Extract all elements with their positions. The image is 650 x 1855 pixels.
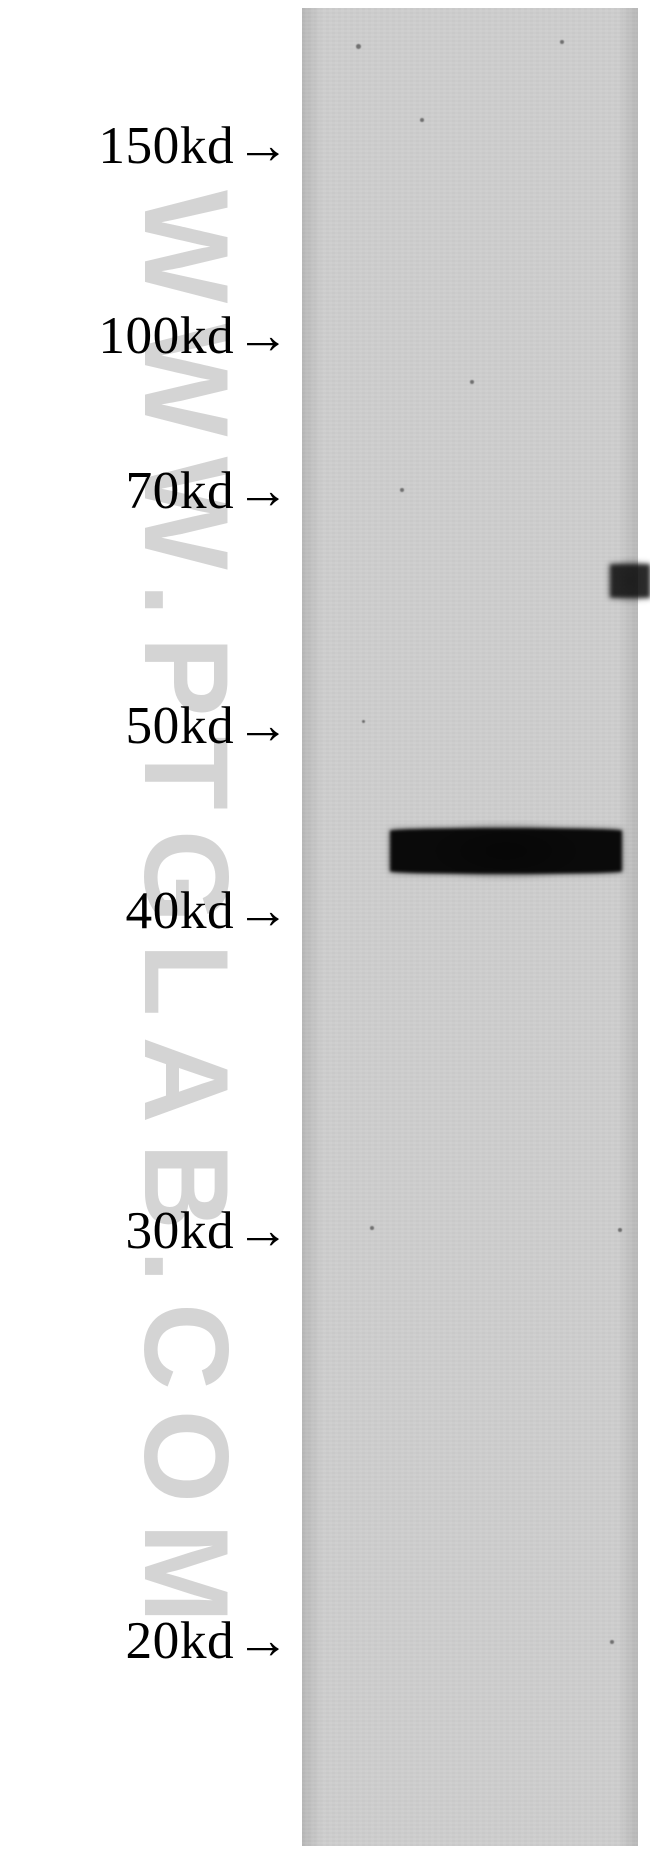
mw-marker-text: 100kd — [98, 305, 234, 365]
mw-marker-label: 40kd→ — [0, 879, 290, 941]
artefact-speck — [356, 44, 361, 49]
artefact-speck — [560, 40, 564, 44]
artefact-speck — [400, 488, 404, 492]
mw-marker-text: 150kd — [98, 115, 234, 175]
arrow-right-icon: → — [236, 459, 290, 521]
arrow-right-icon: → — [236, 1199, 290, 1261]
mw-marker-label: 70kd→ — [0, 459, 290, 521]
artefact-speck — [610, 1640, 614, 1644]
artefact-speck — [618, 1228, 622, 1232]
protein-band — [390, 828, 622, 874]
protein-band — [610, 564, 650, 598]
artefact-speck — [420, 118, 424, 122]
mw-marker-label: 50kd→ — [0, 694, 290, 756]
arrow-right-icon: → — [236, 694, 290, 756]
artefact-speck — [362, 720, 365, 723]
western-blot-figure: WWW.PTGLAB.COM 150kd→100kd→70kd→50kd→40k… — [0, 0, 650, 1855]
mw-marker-text: 50kd — [126, 695, 235, 755]
lane-vignette — [302, 8, 638, 1846]
mw-marker-text: 40kd — [126, 880, 235, 940]
artefact-speck — [470, 380, 474, 384]
mw-marker-text: 30kd — [126, 1200, 235, 1260]
arrow-right-icon: → — [236, 304, 290, 366]
artefact-speck — [370, 1226, 374, 1230]
arrow-right-icon: → — [236, 1609, 290, 1671]
mw-marker-label: 20kd→ — [0, 1609, 290, 1671]
blot-lane — [302, 8, 638, 1846]
mw-marker-label: 100kd→ — [0, 304, 290, 366]
mw-marker-label: 150kd→ — [0, 114, 290, 176]
arrow-right-icon: → — [236, 879, 290, 941]
mw-marker-label: 30kd→ — [0, 1199, 290, 1261]
arrow-right-icon: → — [236, 114, 290, 176]
mw-marker-text: 70kd — [126, 460, 235, 520]
mw-marker-text: 20kd — [126, 1610, 235, 1670]
